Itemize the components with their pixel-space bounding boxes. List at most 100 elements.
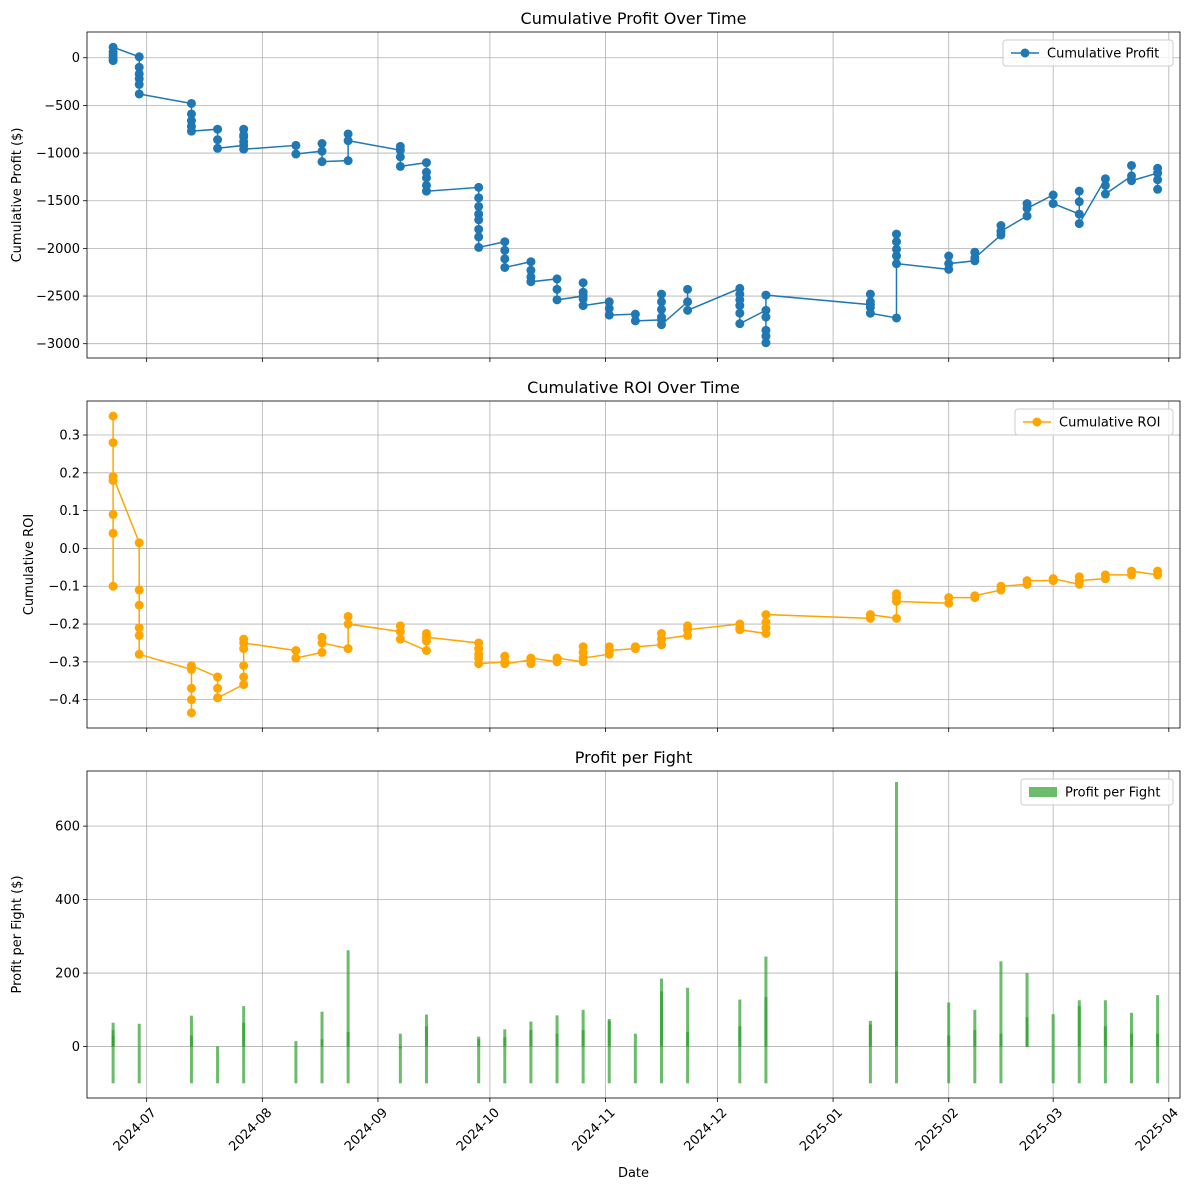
- chart-1: 0 −500 −1000 −1500 −2000 −2500 −3000 Cumulative…: [10, 9, 1181, 362]
- chart-title: Profit per Fight: [575, 748, 693, 767]
- x-tick-label: 2024-07: [111, 1105, 160, 1154]
- data-point: [944, 259, 954, 269]
- bar: [477, 1046, 481, 1084]
- bar: [894, 971, 898, 1047]
- data-point: [213, 672, 223, 682]
- y-tick-label: −1000: [36, 147, 80, 162]
- data-point: [213, 683, 223, 693]
- bar: [947, 1046, 951, 1084]
- legend-marker: [1032, 417, 1042, 427]
- data-point: [604, 297, 614, 307]
- bar: [216, 1046, 220, 1084]
- data-point: [421, 632, 431, 642]
- bar: [1025, 1046, 1029, 1048]
- data-point: [1074, 219, 1084, 229]
- data-point: [500, 245, 510, 255]
- x-axis-label: Date: [618, 1166, 649, 1181]
- data-point: [761, 617, 771, 627]
- y-tick-label: 200: [55, 967, 80, 982]
- chart-2: 0.3 0.2 0.1 0.0 −0.1 −0.2 −0.3 −0.4 Cumulative R…: [22, 378, 1181, 732]
- x-tick-label: 2025-02: [913, 1105, 962, 1154]
- bar: [1156, 1033, 1160, 1047]
- y-tick-label: 0.2: [59, 466, 80, 481]
- data-point: [213, 124, 223, 134]
- data-point: [134, 538, 144, 548]
- data-point: [395, 141, 405, 151]
- data-point: [683, 305, 693, 315]
- data-point: [474, 182, 484, 192]
- data-point: [474, 242, 484, 252]
- data-point: [134, 623, 144, 633]
- data-point: [1074, 209, 1084, 219]
- data-point: [735, 301, 745, 311]
- bar: [738, 1046, 742, 1084]
- data-point: [578, 301, 588, 311]
- bar: [398, 1046, 402, 1084]
- bar: [868, 1024, 872, 1047]
- y-tick-label: 0.1: [59, 504, 80, 519]
- data-point: [1022, 576, 1032, 586]
- bar: [738, 999, 742, 1047]
- data-point: [186, 126, 196, 136]
- data-point: [1100, 174, 1110, 184]
- bar: [1103, 1046, 1107, 1084]
- bar: [1156, 995, 1160, 1047]
- data-point: [656, 297, 666, 307]
- data-point: [891, 251, 901, 261]
- data-point: [317, 157, 327, 167]
- data-point: [683, 284, 693, 294]
- y-tick-label: 0.0: [59, 542, 80, 557]
- bar: [1130, 1033, 1134, 1047]
- chart-title: Cumulative Profit Over Time: [521, 9, 747, 28]
- data-point: [474, 215, 484, 225]
- y-tick-label: −0.1: [48, 580, 80, 595]
- data-point: [683, 625, 693, 635]
- data-point: [186, 683, 196, 693]
- bar: [1077, 1046, 1081, 1084]
- legend: Profit per Fight: [1020, 778, 1174, 806]
- data-point: [1074, 197, 1084, 207]
- data-point: [474, 232, 484, 242]
- data-point: [186, 708, 196, 718]
- bar: [555, 1046, 559, 1084]
- data-point: [996, 226, 1006, 236]
- series-markers: [108, 411, 1163, 718]
- bar: [894, 782, 898, 1047]
- data-point: [343, 619, 353, 629]
- x-tick-label: 2024-09: [342, 1105, 391, 1154]
- data-point: [500, 651, 510, 661]
- bar: [947, 1002, 951, 1047]
- series-markers: [108, 42, 1163, 348]
- data-point: [317, 647, 327, 657]
- bar: [503, 1046, 507, 1084]
- bar: [1077, 1006, 1081, 1047]
- bar: [294, 1046, 298, 1084]
- data-point: [343, 129, 353, 139]
- data-point: [656, 312, 666, 322]
- data-point: [500, 237, 510, 247]
- data-point: [891, 259, 901, 269]
- data-point: [656, 289, 666, 299]
- data-point: [552, 653, 562, 663]
- data-point: [500, 254, 510, 264]
- bar: [947, 1035, 951, 1047]
- bar: [111, 1035, 115, 1047]
- data-point: [865, 308, 875, 318]
- bar: [999, 1046, 1003, 1084]
- bar: [686, 1046, 690, 1084]
- y-tick-label: −0.2: [48, 618, 80, 633]
- data-point: [134, 649, 144, 659]
- y-tick-label: 600: [55, 820, 80, 835]
- data-point: [500, 262, 510, 272]
- bar: [320, 1046, 324, 1084]
- data-point: [891, 244, 901, 254]
- bar: [346, 1031, 350, 1047]
- data-point: [474, 201, 484, 211]
- bar: [555, 1015, 559, 1047]
- data-point: [186, 661, 196, 671]
- data-point: [630, 642, 640, 652]
- data-point: [578, 294, 588, 304]
- bar: [581, 1046, 585, 1084]
- data-point: [891, 596, 901, 606]
- bar: [1051, 1014, 1055, 1047]
